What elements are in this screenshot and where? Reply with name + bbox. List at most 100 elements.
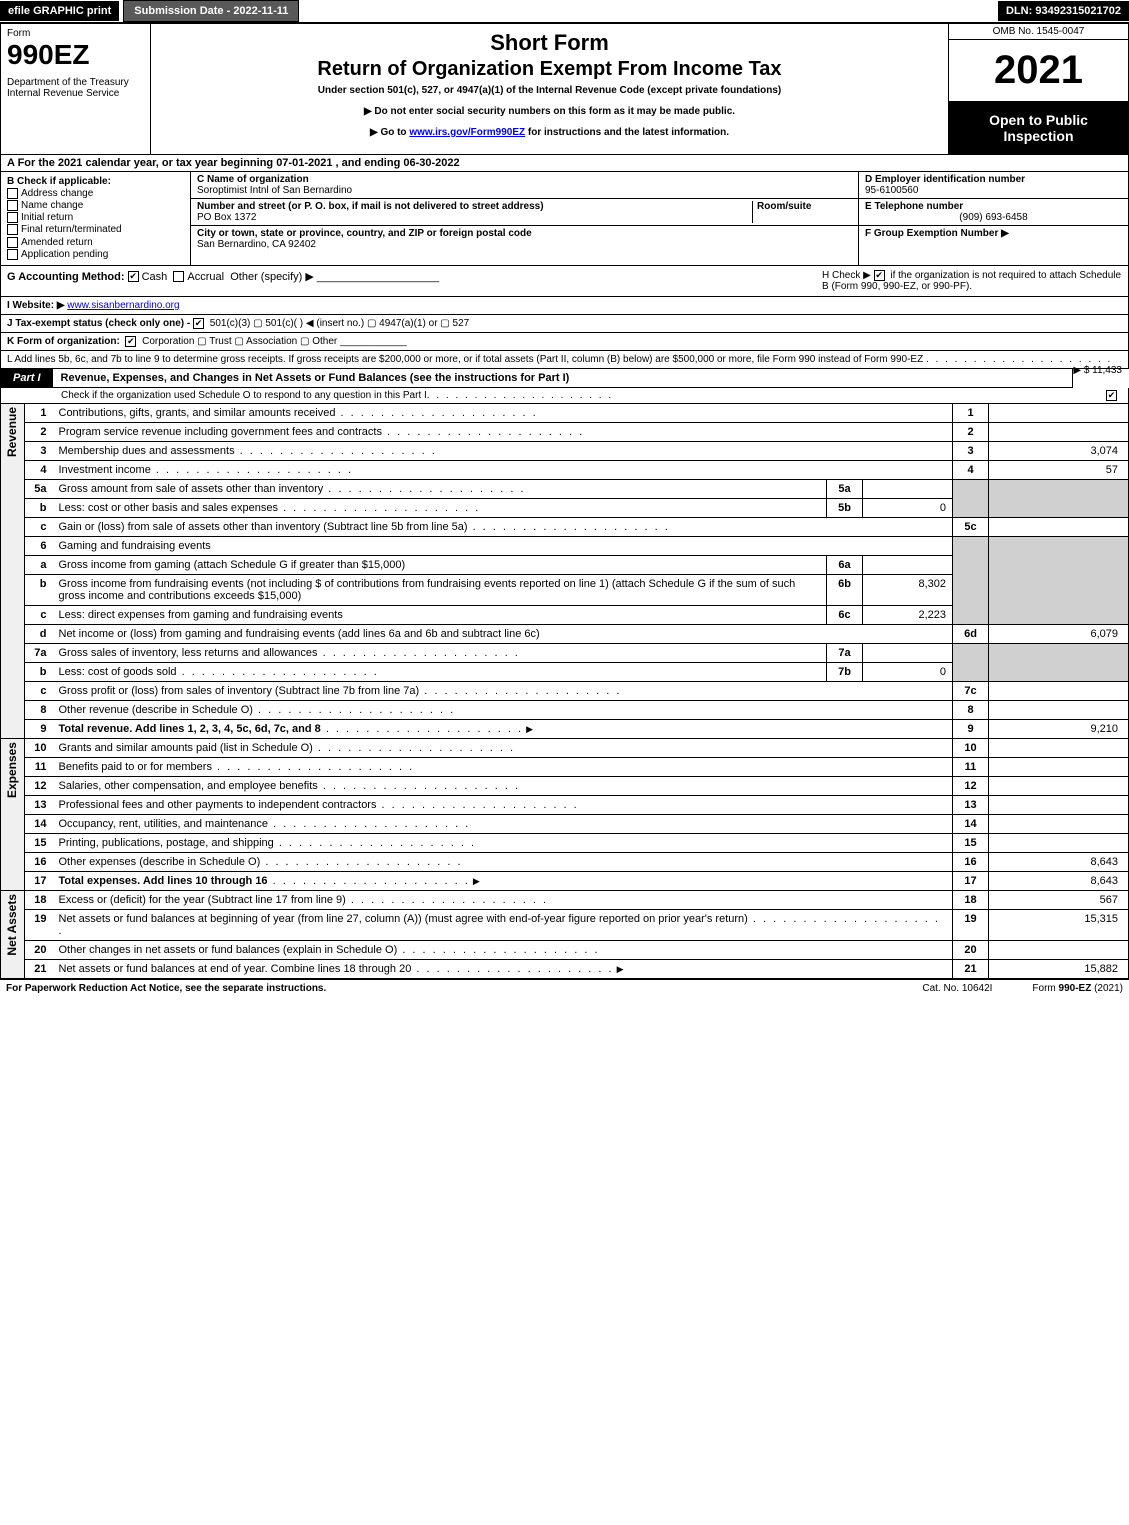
- h-text1: H Check ▶: [822, 270, 874, 281]
- line-15-num: 15: [25, 834, 55, 853]
- line-11-box: 11: [953, 758, 989, 777]
- line-10-box: 10: [953, 739, 989, 758]
- k-opts: Corporation ▢ Trust ▢ Association ▢ Othe…: [142, 336, 337, 347]
- line-6b-subv: 8,302: [863, 575, 953, 606]
- cb-final-return[interactable]: Final return/terminated: [7, 224, 184, 235]
- column-b: B Check if applicable: Address change Na…: [1, 172, 191, 265]
- line-13-box: 13: [953, 796, 989, 815]
- top-bar: efile GRAPHIC print Submission Date - 20…: [0, 0, 1129, 24]
- e-phone-label: E Telephone number: [865, 201, 1122, 212]
- c-street-value: PO Box 1372: [197, 212, 752, 223]
- line-20-desc: Other changes in net assets or fund bala…: [59, 944, 398, 956]
- line-2-num: 2: [25, 423, 55, 442]
- line-6d-box: 6d: [953, 625, 989, 644]
- line-4-num: 4: [25, 461, 55, 480]
- line-6b-desc: Gross income from fundraising events (no…: [59, 578, 796, 602]
- form-header: Form 990EZ Department of the Treasury In…: [0, 24, 1129, 155]
- line-15-desc: Printing, publications, postage, and shi…: [59, 837, 274, 849]
- line-13-num: 13: [25, 796, 55, 815]
- side-expenses: Expenses: [5, 742, 19, 798]
- c-city-value: San Bernardino, CA 92402: [197, 239, 852, 250]
- line-14-box: 14: [953, 815, 989, 834]
- other-label: Other (specify) ▶: [230, 271, 314, 283]
- cb-cash[interactable]: [128, 271, 139, 282]
- line-15: 15 Printing, publications, postage, and s…: [1, 834, 1129, 853]
- line-11-val: [989, 758, 1129, 777]
- line-2-desc: Program service revenue including govern…: [59, 426, 382, 438]
- open-to-public: Open to Public Inspection: [949, 102, 1128, 154]
- line-5a-subv: [863, 480, 953, 499]
- l-text: L Add lines 5b, 6c, and 7b to line 9 to …: [7, 354, 923, 365]
- line-18-desc: Excess or (deficit) for the year (Subtra…: [59, 894, 346, 906]
- line-20: 20Other changes in net assets or fund ba…: [1, 941, 1129, 960]
- cb-amended-return[interactable]: Amended return: [7, 237, 184, 248]
- cb-initial-return[interactable]: Initial return: [7, 212, 184, 223]
- cash-label: Cash: [142, 271, 168, 283]
- cb-address-change[interactable]: Address change: [7, 188, 184, 199]
- line-5c-desc: Gain or (loss) from sale of assets other…: [59, 521, 468, 533]
- line-10-desc: Grants and similar amounts paid (list in…: [59, 742, 313, 754]
- line-3-num: 3: [25, 442, 55, 461]
- line-6-desc: Gaming and fundraising events: [55, 537, 953, 556]
- cb-corporation[interactable]: [125, 336, 136, 347]
- line-6d-num: d: [25, 625, 55, 644]
- cb-h-schedule-b[interactable]: [874, 270, 885, 281]
- goto-pre: ▶ Go to: [370, 127, 409, 138]
- line-7c-box: 7c: [953, 682, 989, 701]
- line-5a-num: 5a: [25, 480, 55, 499]
- irs-link[interactable]: www.irs.gov/Form990EZ: [409, 127, 525, 138]
- line-5a-desc: Gross amount from sale of assets other t…: [59, 483, 324, 495]
- line-21: 21Net assets or fund balances at end of …: [1, 960, 1129, 979]
- cb-name-change[interactable]: Name change: [7, 200, 184, 211]
- line-13-val: [989, 796, 1129, 815]
- line-7c-desc: Gross profit or (loss) from sales of inv…: [59, 685, 420, 697]
- row-j-tax-exempt: J Tax-exempt status (check only one) - 5…: [0, 315, 1129, 333]
- line-6-shade: [953, 537, 989, 625]
- j-pre: J Tax-exempt status (check only one) -: [7, 318, 193, 329]
- line-6: 6 Gaming and fundraising events: [1, 537, 1129, 556]
- check-o-text: Check if the organization used Schedule …: [61, 390, 427, 401]
- header-right: OMB No. 1545-0047 2021 Open to Public In…: [948, 24, 1128, 154]
- line-2: 2 Program service revenue including gove…: [1, 423, 1129, 442]
- line-3-box: 3: [953, 442, 989, 461]
- line-1-val: [989, 404, 1129, 423]
- c-name-row: C Name of organization Soroptimist Intnl…: [191, 172, 858, 199]
- website-link[interactable]: www.sisanbernardino.org: [67, 300, 179, 311]
- cb-schedule-o[interactable]: [1106, 390, 1117, 401]
- arrow-icon: [526, 723, 536, 735]
- form-number: 990EZ: [7, 39, 144, 71]
- line-7a-subv: [863, 644, 953, 663]
- header-middle: Short Form Return of Organization Exempt…: [151, 24, 948, 154]
- page-footer: For Paperwork Reduction Act Notice, see …: [0, 979, 1129, 997]
- arrow-icon: [473, 875, 483, 887]
- ssn-warning: ▶ Do not enter social security numbers o…: [161, 106, 938, 117]
- line-18-val: 567: [989, 891, 1129, 910]
- line-5b-subv: 0: [863, 499, 953, 518]
- lines-table: Revenue 1 Contributions, gifts, grants, …: [0, 404, 1129, 979]
- line-6a-desc: Gross income from gaming (attach Schedul…: [59, 559, 406, 571]
- line-9-val: 9,210: [989, 720, 1129, 739]
- arrow-icon: [617, 963, 627, 975]
- line-2-box: 2: [953, 423, 989, 442]
- line-18-box: 18: [953, 891, 989, 910]
- cb-501c3[interactable]: [193, 318, 204, 329]
- l-amount: ▶ $ 11,433: [1073, 365, 1122, 376]
- line-21-num: 21: [25, 960, 55, 979]
- line-17: 17Total expenses. Add lines 10 through 1…: [1, 872, 1129, 891]
- line-17-box: 17: [953, 872, 989, 891]
- line-17-num: 17: [25, 872, 55, 891]
- line-17-val: 8,643: [989, 872, 1129, 891]
- line-6d-val: 6,079: [989, 625, 1129, 644]
- cb-accrual[interactable]: [173, 271, 184, 282]
- j-opts: 501(c)(3) ▢ 501(c)( ) ◀ (insert no.) ▢ 4…: [210, 318, 469, 329]
- line-5a: 5a Gross amount from sale of assets othe…: [1, 480, 1129, 499]
- line-8-num: 8: [25, 701, 55, 720]
- i-label: I Website: ▶: [7, 300, 65, 311]
- line-9-box: 9: [953, 720, 989, 739]
- cb-initial-return-label: Initial return: [21, 212, 73, 223]
- cb-application-pending[interactable]: Application pending: [7, 249, 184, 260]
- line-4-val: 57: [989, 461, 1129, 480]
- form-label: Form: [7, 28, 144, 39]
- line-18-num: 18: [25, 891, 55, 910]
- line-6c-desc: Less: direct expenses from gaming and fu…: [59, 609, 343, 621]
